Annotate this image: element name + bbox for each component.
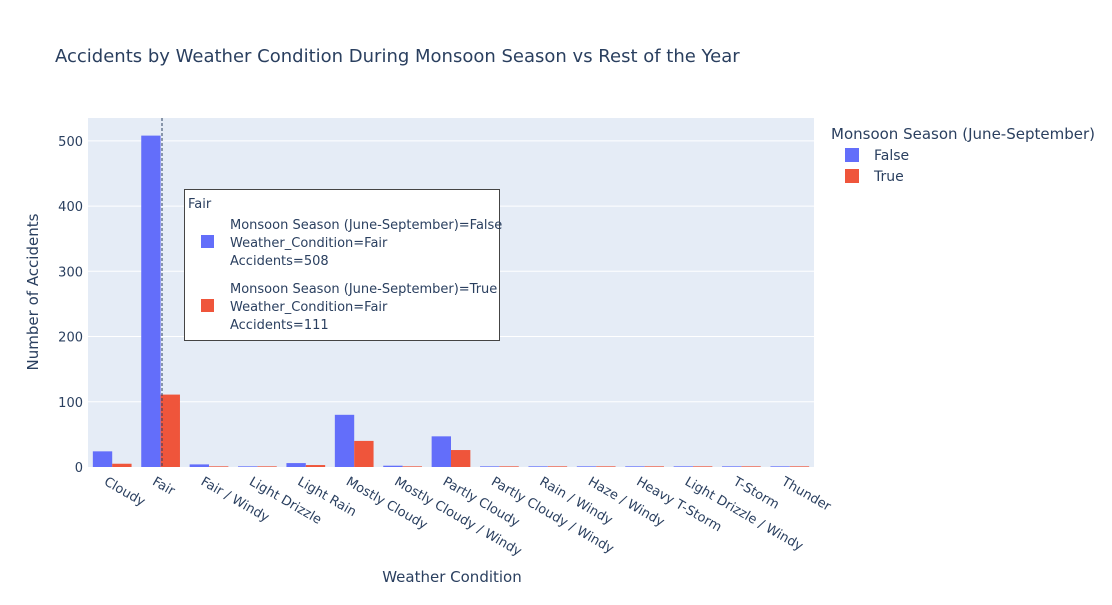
- x-axis-title: Weather Condition: [382, 568, 522, 586]
- legend-swatch-true[interactable]: [845, 169, 859, 183]
- bar-true-12[interactable]: [693, 466, 713, 467]
- legend-swatch-false[interactable]: [845, 148, 859, 162]
- bar-false-11[interactable]: [625, 466, 645, 467]
- hover-line: Weather_Condition=Fair: [230, 236, 388, 251]
- bar-true-5[interactable]: [354, 440, 374, 467]
- bar-true-3[interactable]: [257, 466, 277, 467]
- y-tick-label: 300: [58, 265, 83, 280]
- legend-title: Monsoon Season (June-September): [831, 125, 1095, 143]
- hover-box-frame: [184, 189, 500, 341]
- bar-false-14[interactable]: [770, 466, 790, 467]
- hover-line: Accidents=508: [230, 254, 329, 269]
- bar-true-13[interactable]: [741, 466, 761, 467]
- bar-true-9[interactable]: [547, 466, 568, 467]
- bar-true-7[interactable]: [451, 450, 471, 467]
- y-tick-label: 100: [58, 396, 83, 411]
- y-tick-label: 200: [58, 331, 83, 346]
- bar-true-4[interactable]: [305, 465, 326, 467]
- bars: [92, 135, 810, 467]
- bar-false-13[interactable]: [722, 466, 742, 467]
- bar-false-3[interactable]: [238, 466, 258, 467]
- chart-title: Accidents by Weather Condition During Mo…: [55, 46, 740, 67]
- bar-false-6[interactable]: [383, 465, 403, 467]
- bar-false-4[interactable]: [286, 463, 306, 467]
- y-tick-labels: 0 100 200 300 400 500: [58, 135, 83, 476]
- hover-swatch: [201, 299, 214, 312]
- bar-true-10[interactable]: [596, 466, 616, 467]
- legend-label-true[interactable]: True: [873, 169, 904, 185]
- legend-label-false[interactable]: False: [874, 148, 909, 164]
- bar-false-2[interactable]: [189, 464, 209, 467]
- legend[interactable]: Monsoon Season (June-September) False Tru…: [831, 125, 1095, 185]
- y-tick-label: 400: [58, 200, 83, 215]
- bar-false-5[interactable]: [334, 414, 355, 467]
- hover-category: Fair: [188, 197, 212, 212]
- bar-false-10[interactable]: [576, 466, 597, 467]
- bar-true-8[interactable]: [499, 466, 519, 467]
- bar-false-0[interactable]: [92, 451, 113, 467]
- y-tick-label: 500: [58, 135, 83, 150]
- bar-true-6[interactable]: [402, 466, 422, 467]
- hover-line: Monsoon Season (June-September)=False: [230, 218, 502, 233]
- bar-false-8[interactable]: [480, 466, 500, 467]
- y-axis-title: Number of Accidents: [24, 213, 42, 370]
- bar-false-12[interactable]: [673, 466, 693, 467]
- bar-true-2[interactable]: [209, 466, 229, 467]
- bar-false-7[interactable]: [431, 436, 451, 467]
- hover-line: Accidents=111: [230, 318, 329, 333]
- bar-true-1[interactable]: [160, 394, 180, 467]
- hover-line: Weather_Condition=Fair: [230, 300, 388, 315]
- bar-false-9[interactable]: [528, 466, 548, 467]
- y-tick-label: 0: [75, 461, 83, 476]
- bar-false-1[interactable]: [141, 135, 161, 467]
- bar-true-14[interactable]: [789, 466, 810, 467]
- hover-tooltip: Fair Monsoon Season (June-September)=Fal…: [184, 189, 502, 341]
- hover-line: Monsoon Season (June-September)=True: [230, 282, 497, 297]
- hover-swatch: [201, 235, 214, 248]
- bar-true-11[interactable]: [644, 466, 664, 467]
- bar-true-0[interactable]: [112, 463, 132, 467]
